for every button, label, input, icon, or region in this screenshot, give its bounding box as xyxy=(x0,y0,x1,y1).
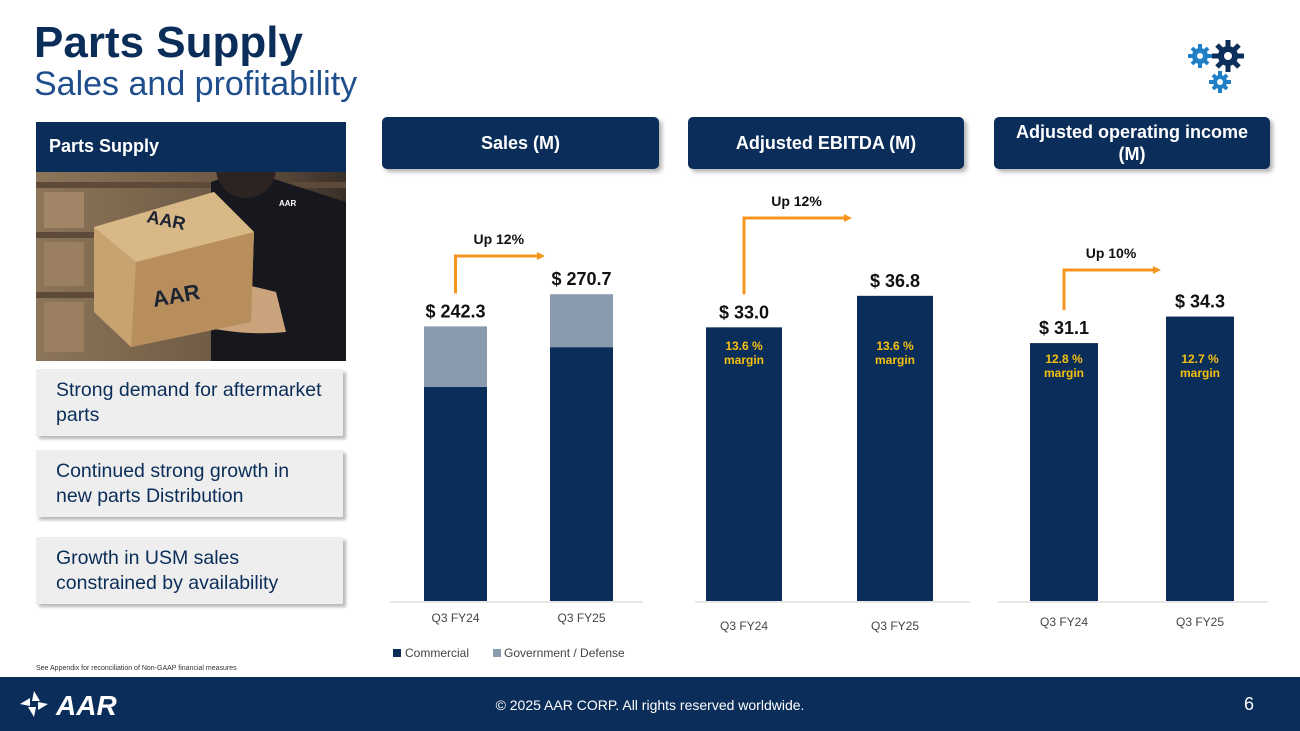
sales-growth-arrow xyxy=(454,252,545,294)
sales-total-label-0: $ 242.3 xyxy=(425,301,485,321)
warehouse-photo: AAR AAR AAR xyxy=(36,172,346,361)
svg-text:AAR: AAR xyxy=(279,199,297,208)
bullet-new-parts-growth: Continued strong growth in new parts Dis… xyxy=(36,450,343,517)
parts-supply-label: Parts Supply xyxy=(36,122,346,172)
footer: AAR © 2025 AAR CORP. All rights reserved… xyxy=(0,677,1300,731)
legend-label-commercial: Commercial xyxy=(405,646,469,660)
ebitda-panel-header: Adjusted EBITDA (M) xyxy=(688,117,964,169)
ebitda-growth-arrow xyxy=(742,214,852,295)
opinc-margin-value-1: 12.7 % xyxy=(1181,352,1219,366)
page-number: 6 xyxy=(1243,694,1254,714)
charts-canvas: $ 242.3 Q3 FY24 $ 270.7 Q3 FY25 Up 12% $ 33.0… xyxy=(390,193,1268,660)
opinc-margin-word-1: margin xyxy=(1180,366,1220,380)
sales-growth-label: Up 12% xyxy=(473,231,524,247)
legend-swatch-commercial xyxy=(393,649,401,657)
logo-text: AAR xyxy=(55,690,117,721)
legend-label-government: Government / Defense xyxy=(504,646,625,660)
opinc-growth-arrow xyxy=(1062,266,1161,311)
opinc-bar-1 xyxy=(1166,316,1234,601)
opinc-margin-value-0: 12.8 % xyxy=(1045,352,1083,366)
sales-tick-label-1: Q3 FY25 xyxy=(557,611,605,625)
opinc-value-label-1: $ 34.3 xyxy=(1175,292,1225,312)
ebitda-value-label-1: $ 36.8 xyxy=(870,271,920,291)
operating-income-panel-header: Adjusted operating income (M) xyxy=(994,117,1270,169)
bullet-aftermarket-demand: Strong demand for aftermarket parts xyxy=(36,369,343,436)
page-subtitle: Sales and profitability xyxy=(34,65,358,103)
opinc-value-label-0: $ 31.1 xyxy=(1039,318,1089,338)
opinc-tick-label-0: Q3 FY24 xyxy=(1040,615,1088,629)
opinc-tick-label-1: Q3 FY25 xyxy=(1176,615,1224,629)
legend-swatch-government xyxy=(493,649,501,657)
gears-icon xyxy=(1188,40,1244,93)
sales-tick-label-0: Q3 FY24 xyxy=(431,611,479,625)
ebitda-value-label-0: $ 33.0 xyxy=(719,302,769,322)
opinc-bar-0 xyxy=(1030,343,1098,601)
ebitda-tick-label-1: Q3 FY25 xyxy=(871,619,919,633)
copyright-text: © 2025 AAR CORP. All rights reserved wor… xyxy=(495,697,805,713)
sales-bar-government-0 xyxy=(424,326,487,387)
ebitda-tick-label-0: Q3 FY24 xyxy=(720,619,768,633)
ebitda-bar-0 xyxy=(706,327,782,601)
ebitda-margin-value-0: 13.6 % xyxy=(725,339,763,353)
opinc-margin-word-0: margin xyxy=(1044,366,1084,380)
aar-logo: AAR xyxy=(20,690,117,721)
sales-panel-header: Sales (M) xyxy=(382,117,659,169)
ebitda-margin-word-0: margin xyxy=(724,353,764,367)
ebitda-bar-1 xyxy=(857,295,933,601)
sales-bar-commercial-0 xyxy=(424,386,487,601)
footnote: See Appendix for reconciliation of Non-G… xyxy=(36,665,237,672)
page-title: Parts Supply xyxy=(34,18,303,67)
opinc-growth-label: Up 10% xyxy=(1086,245,1137,261)
sales-bar-commercial-1 xyxy=(550,347,613,601)
sales-bar-government-1 xyxy=(550,294,613,348)
ebitda-margin-value-1: 13.6 % xyxy=(876,339,914,353)
ebitda-margin-word-1: margin xyxy=(875,353,915,367)
sales-total-label-1: $ 270.7 xyxy=(551,269,611,289)
bullet-usm-sales: Growth in USM sales constrained by avail… xyxy=(36,537,343,604)
ebitda-growth-label: Up 12% xyxy=(771,193,822,209)
